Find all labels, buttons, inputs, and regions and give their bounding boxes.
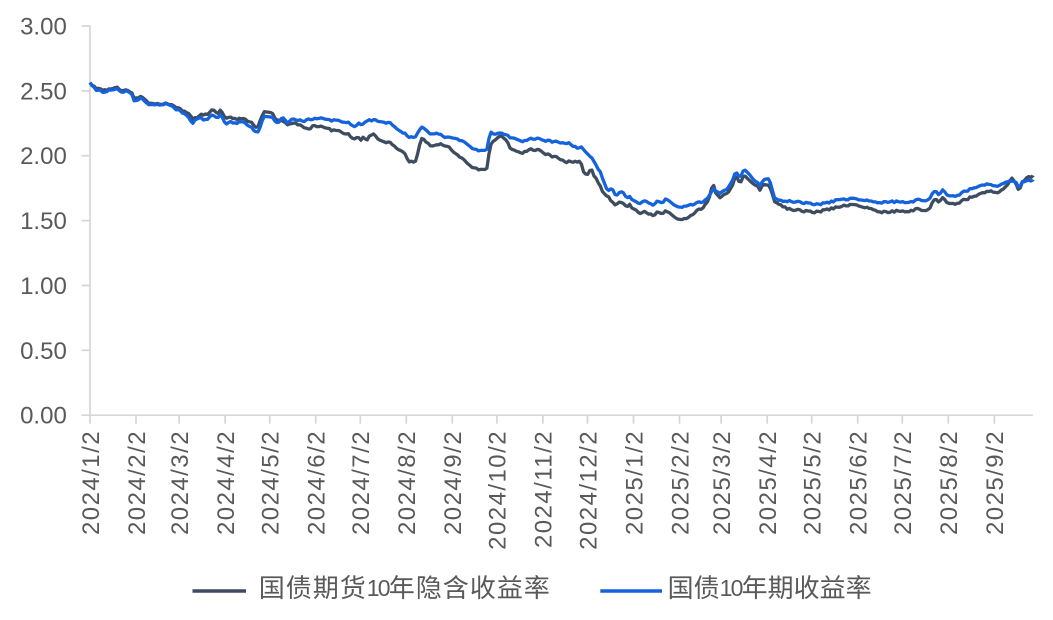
svg-text:2024/2/2: 2024/2/2 (124, 430, 151, 535)
svg-text:0: 0 (378, 575, 391, 601)
svg-text:1: 1 (720, 575, 733, 601)
svg-text:2024/7/2: 2024/7/2 (348, 430, 375, 535)
svg-text:2.50: 2.50 (20, 78, 67, 105)
svg-text:2025/8/2: 2025/8/2 (936, 430, 963, 535)
svg-text:3.00: 3.00 (20, 14, 67, 41)
svg-text:0: 0 (731, 575, 744, 601)
svg-text:2025/1/2: 2025/1/2 (621, 430, 648, 535)
svg-text:2024/9/2: 2024/9/2 (440, 430, 467, 535)
svg-text:2025/9/2: 2025/9/2 (982, 430, 1009, 535)
svg-text:0.50: 0.50 (20, 338, 67, 365)
svg-text:2024/12/2: 2024/12/2 (575, 430, 602, 550)
svg-text:2024/3/2: 2024/3/2 (167, 430, 194, 535)
svg-text:2024/6/2: 2024/6/2 (304, 430, 331, 535)
svg-text:1.50: 1.50 (20, 208, 67, 235)
svg-text:2025/2/2: 2025/2/2 (667, 430, 694, 535)
svg-text:2024/1/2: 2024/1/2 (78, 430, 105, 535)
svg-text:2024/10/2: 2024/10/2 (485, 430, 512, 550)
svg-text:2025/5/2: 2025/5/2 (800, 430, 827, 535)
svg-text:2025/7/2: 2025/7/2 (890, 430, 917, 535)
svg-text:2024/11/2: 2024/11/2 (531, 430, 558, 548)
svg-text:1: 1 (367, 575, 380, 601)
svg-text:2024/5/2: 2024/5/2 (258, 430, 285, 535)
svg-text:2025/4/2: 2025/4/2 (755, 430, 782, 535)
svg-text:0.00: 0.00 (20, 403, 67, 430)
svg-text:2.00: 2.00 (20, 143, 67, 170)
svg-text:2025/3/2: 2025/3/2 (709, 430, 736, 535)
svg-text:2024/4/2: 2024/4/2 (213, 430, 240, 535)
svg-text:2024/8/2: 2024/8/2 (394, 430, 421, 535)
svg-text:1.00: 1.00 (20, 273, 67, 300)
svg-text:2025/6/2: 2025/6/2 (846, 430, 873, 535)
